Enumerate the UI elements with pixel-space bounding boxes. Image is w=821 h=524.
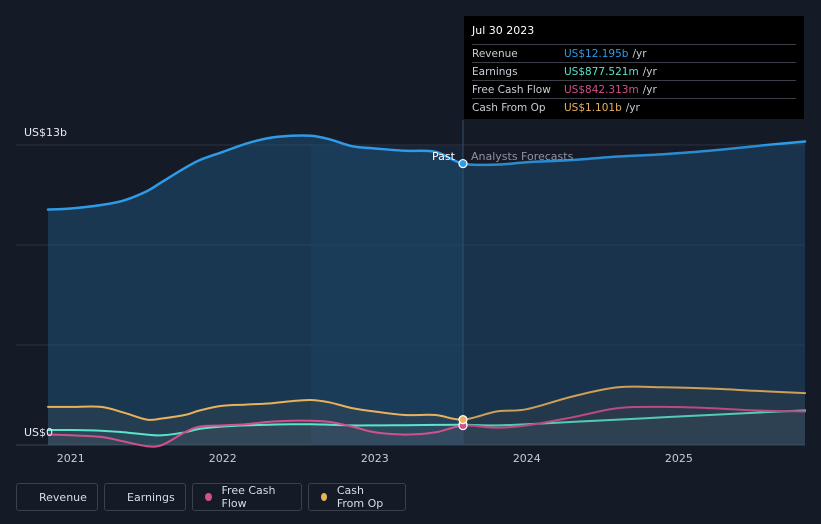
- tooltip-row-revenue: Revenue US$12.195b /yr: [472, 44, 796, 62]
- legend-label: Earnings: [127, 490, 175, 504]
- x-tick-label: 2025: [665, 452, 693, 465]
- y-tick-label: US$0: [24, 426, 53, 439]
- x-tick-label: 2022: [209, 452, 237, 465]
- y-tick-label: US$13b: [24, 126, 67, 139]
- past-highlight-band: [310, 145, 463, 445]
- cash-from-op-dot-icon: [321, 493, 327, 501]
- legend-item-cash-from-op[interactable]: Cash From Op: [308, 483, 406, 511]
- legend-item-free-cash-flow[interactable]: Free Cash Flow: [192, 483, 302, 511]
- series-line: [47, 385, 806, 421]
- tooltip-row-cash-from-op: Cash From Op US$1.101b /yr: [472, 98, 796, 116]
- tooltip-unit: /yr: [632, 47, 647, 60]
- tooltip-date: Jul 30 2023: [472, 24, 535, 37]
- x-tick-label: 2023: [361, 452, 389, 465]
- legend-item-revenue[interactable]: Revenue: [16, 483, 98, 511]
- tooltip-value: US$12.195b: [564, 47, 629, 60]
- series-area: [48, 410, 805, 445]
- data-point-marker: [458, 158, 468, 169]
- data-point-marker: [458, 414, 468, 425]
- tooltip-row-free-cash-flow: Free Cash Flow US$842.313m /yr: [472, 80, 796, 98]
- tooltip-value: US$877.521m: [564, 65, 639, 78]
- tooltip-value: US$842.313m: [564, 83, 639, 96]
- tooltip-value: US$1.101b: [564, 101, 622, 114]
- free-cash-flow-dot-icon: [205, 493, 212, 501]
- past-label: Past: [432, 150, 456, 163]
- series-line: [47, 405, 806, 448]
- series-line: [46, 134, 807, 211]
- tooltip-label: Revenue: [472, 47, 518, 60]
- series-line: [47, 409, 806, 437]
- x-tick-label: 2024: [513, 452, 541, 465]
- legend: Revenue Earnings Free Cash Flow Cash Fro…: [16, 483, 406, 511]
- tooltip-label: Cash From Op: [472, 101, 546, 114]
- legend-label: Free Cash Flow: [221, 484, 276, 510]
- revenue-area: [48, 135, 805, 445]
- tooltip-label: Earnings: [472, 65, 518, 78]
- tooltip-unit: /yr: [625, 101, 640, 114]
- forecast-region: [462, 145, 805, 445]
- tooltip-unit: /yr: [642, 65, 657, 78]
- legend-label: Cash From Op: [336, 484, 384, 510]
- tooltip-unit: /yr: [642, 83, 657, 96]
- tooltip-row-earnings: Earnings US$877.521m /yr: [472, 62, 796, 80]
- x-tick-label: 2021: [57, 452, 85, 465]
- series-area: [48, 406, 805, 447]
- tooltip: Jul 30 2023 Revenue US$12.195b /yr Earni…: [464, 16, 804, 119]
- legend-item-earnings[interactable]: Earnings: [104, 483, 186, 511]
- revenue-earnings-chart: US$13b US$0 2021 2022 2023 2024 2025 Past Analys…: [16, 120, 807, 465]
- series-area: [48, 386, 805, 445]
- legend-label: Revenue: [39, 490, 87, 504]
- forecast-label: Analysts Forecasts: [471, 150, 574, 163]
- tooltip-label: Free Cash Flow: [472, 83, 551, 96]
